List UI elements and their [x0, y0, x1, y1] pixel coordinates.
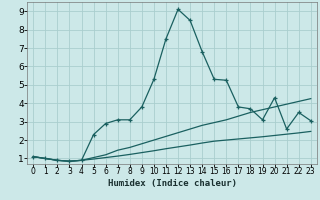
X-axis label: Humidex (Indice chaleur): Humidex (Indice chaleur)	[108, 179, 236, 188]
